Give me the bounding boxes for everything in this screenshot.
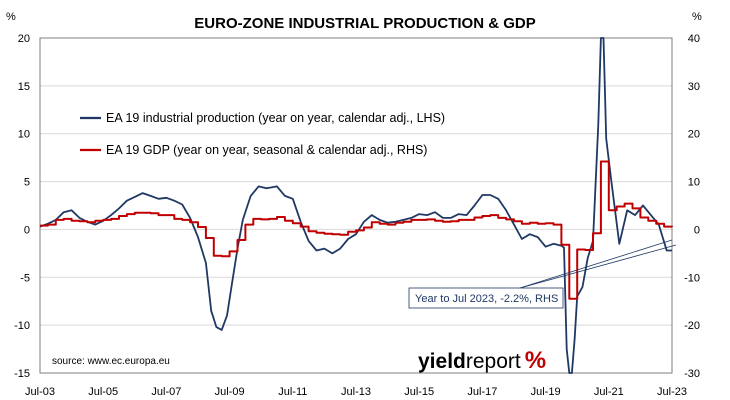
plot-frame	[39, 37, 673, 374]
annotation-box	[408, 287, 564, 309]
brand-word-2: report	[466, 350, 521, 373]
y-tick-label-left: 20	[18, 33, 30, 45]
y-tick-label-left: 5	[24, 177, 30, 189]
annotation-leader-line	[519, 239, 673, 289]
brand-logo: yieldreport%	[418, 347, 546, 374]
x-tick-label: Jul-19	[531, 386, 561, 398]
y-tick-label-right: 0	[694, 224, 700, 236]
x-tick-label: Jul-17	[467, 386, 497, 398]
x-tick-label: Jul-21	[594, 386, 624, 398]
brand-percent: %	[525, 347, 546, 374]
source-note: source: www.ec.europa.eu	[52, 356, 170, 367]
x-tick-label: Jul-05	[88, 386, 118, 398]
x-axis: Jul-03 Jul-05 Jul-07 Jul-09 Jul-11 Jul-13 Jul-…	[25, 386, 687, 398]
annotation: Year to Jul 2023, -2.2%, RHS	[408, 239, 677, 309]
y-tick-label-right: 10	[688, 177, 700, 189]
svg-text:yieldreport%: yieldreport%	[418, 347, 546, 374]
y-tick-label-left: -10	[14, 320, 30, 332]
y-tick-label-right: -10	[684, 272, 700, 284]
x-tick-label: Jul-03	[25, 386, 55, 398]
x-tick-label: Jul-07	[151, 386, 181, 398]
y-tick-label-left: 10	[18, 129, 30, 141]
chart-title: EURO-ZONE INDUSTRIAL PRODUCTION & GDP	[194, 15, 535, 32]
y-tick-label-right: 40	[688, 33, 700, 45]
right-axis-unit: %	[692, 11, 702, 23]
x-tick-label: Jul-23	[657, 386, 687, 398]
annotation-text: Year to Jul 2023, -2.2%, RHS	[415, 293, 558, 305]
x-tick-label: Jul-15	[404, 386, 434, 398]
y-tick-label-right: -30	[684, 368, 700, 380]
series-line-gdp	[40, 160, 673, 300]
left-y-axis: 20 15 10 5 0 -5 -10 -15	[14, 33, 30, 380]
x-tick-label: Jul-09	[215, 386, 245, 398]
y-tick-label-right: -20	[684, 320, 700, 332]
y-tick-label-left: -15	[14, 368, 30, 380]
series-line-industrial-production	[39, 37, 672, 374]
y-tick-label-left: 15	[18, 81, 30, 93]
x-tick-label: Jul-13	[341, 386, 371, 398]
series-layer	[39, 37, 673, 374]
legend-label-industrial-production: EA 19 industrial production (year on yea…	[106, 111, 445, 125]
right-y-axis: 40 30 20 10 0 -10 -20 -30	[684, 33, 700, 380]
x-tick-label: Jul-11	[278, 386, 307, 398]
y-tick-label-left: -5	[20, 272, 30, 284]
y-tick-label-right: 30	[688, 81, 700, 93]
y-tick-label-left: 0	[24, 224, 30, 236]
left-axis-unit: %	[6, 11, 16, 23]
legend: EA 19 industrial production (year on yea…	[80, 111, 445, 157]
brand-word-1: yield	[418, 350, 466, 373]
annotation-leader-line	[519, 244, 677, 289]
legend-label-gdp: EA 19 GDP (year on year, seasonal & cale…	[106, 143, 427, 157]
y-tick-label-right: 20	[688, 129, 700, 141]
